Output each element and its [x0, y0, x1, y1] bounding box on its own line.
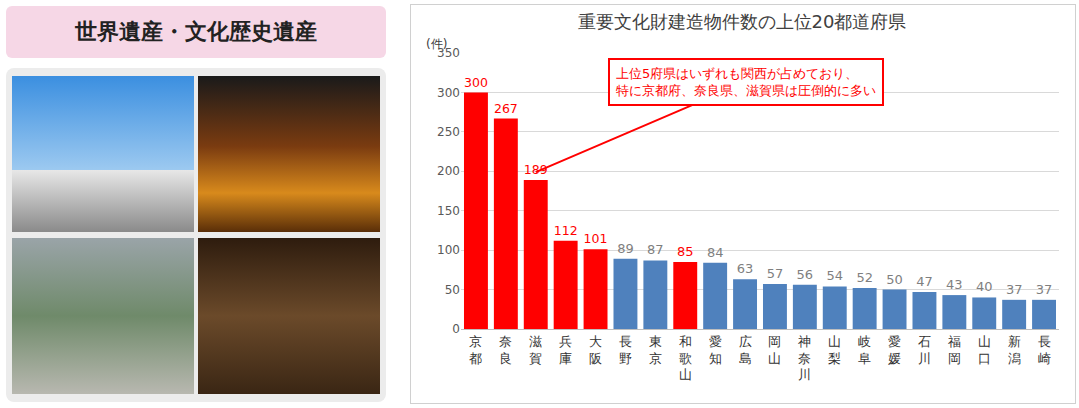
svg-text:40: 40: [976, 279, 993, 294]
svg-text:150: 150: [437, 204, 460, 218]
svg-text:0: 0: [452, 322, 460, 336]
svg-text:和歌山: 和歌山: [679, 334, 692, 383]
svg-text:300: 300: [464, 75, 488, 90]
svg-text:神奈川: 神奈川: [798, 334, 811, 383]
svg-text:52: 52: [856, 270, 873, 285]
svg-text:250: 250: [437, 125, 460, 139]
svg-text:長崎: 長崎: [1038, 334, 1051, 366]
svg-text:長野: 長野: [619, 334, 632, 366]
svg-text:300: 300: [437, 86, 460, 100]
svg-text:54: 54: [826, 268, 843, 283]
svg-text:37: 37: [1036, 282, 1053, 297]
svg-text:267: 267: [494, 101, 518, 116]
svg-text:100: 100: [437, 243, 460, 257]
svg-text:112: 112: [554, 223, 578, 238]
svg-text:兵庫: 兵庫: [559, 334, 572, 366]
svg-text:56: 56: [797, 267, 814, 282]
svg-text:189: 189: [524, 162, 548, 177]
svg-text:岐阜: 岐阜: [858, 334, 871, 366]
svg-text:愛知: 愛知: [709, 334, 722, 366]
svg-text:50: 50: [445, 283, 460, 297]
svg-text:福岡: 福岡: [948, 334, 961, 366]
svg-text:上位5府県はいずれも関西が占めており、特に京都府、奈良県、滋: 上位5府県はいずれも関西が占めており、特に京都府、奈良県、滋賀県は圧倒的に多い: [616, 66, 876, 98]
svg-text:57: 57: [767, 266, 784, 281]
svg-text:滋賀: 滋賀: [529, 334, 542, 366]
svg-text:50: 50: [886, 272, 903, 287]
svg-text:東京: 東京: [649, 334, 662, 366]
svg-text:岡山: 岡山: [768, 334, 781, 366]
html-text:世界遺産・文化歴史遺産: 世界遺産・文化歴史遺産: [75, 19, 317, 44]
svg-text:大阪: 大阪: [589, 334, 602, 366]
svg-text:85: 85: [677, 244, 694, 259]
svg-text:47: 47: [916, 274, 933, 289]
svg-text:84: 84: [707, 245, 724, 260]
svg-text:広島: 広島: [739, 334, 752, 366]
svg-text:新潟: 新潟: [1008, 334, 1021, 366]
svg-text:重要文化財建造物件数の上位20都道府県: 重要文化財建造物件数の上位20都道府県: [578, 11, 907, 32]
svg-text:(件): (件): [426, 37, 447, 51]
svg-text:山梨: 山梨: [828, 334, 841, 366]
svg-text:37: 37: [1006, 282, 1023, 297]
svg-text:200: 200: [437, 164, 460, 178]
svg-text:87: 87: [647, 242, 664, 257]
svg-text:63: 63: [737, 261, 754, 276]
svg-text:350: 350: [437, 46, 460, 60]
svg-text:愛媛: 愛媛: [888, 334, 901, 366]
svg-text:京都: 京都: [469, 334, 482, 366]
svg-text:101: 101: [584, 231, 608, 246]
svg-text:89: 89: [617, 241, 634, 256]
svg-text:奈良: 奈良: [499, 334, 512, 366]
svg-text:43: 43: [946, 277, 963, 292]
svg-text:山口: 山口: [978, 334, 991, 366]
svg-text:石川: 石川: [918, 334, 931, 366]
